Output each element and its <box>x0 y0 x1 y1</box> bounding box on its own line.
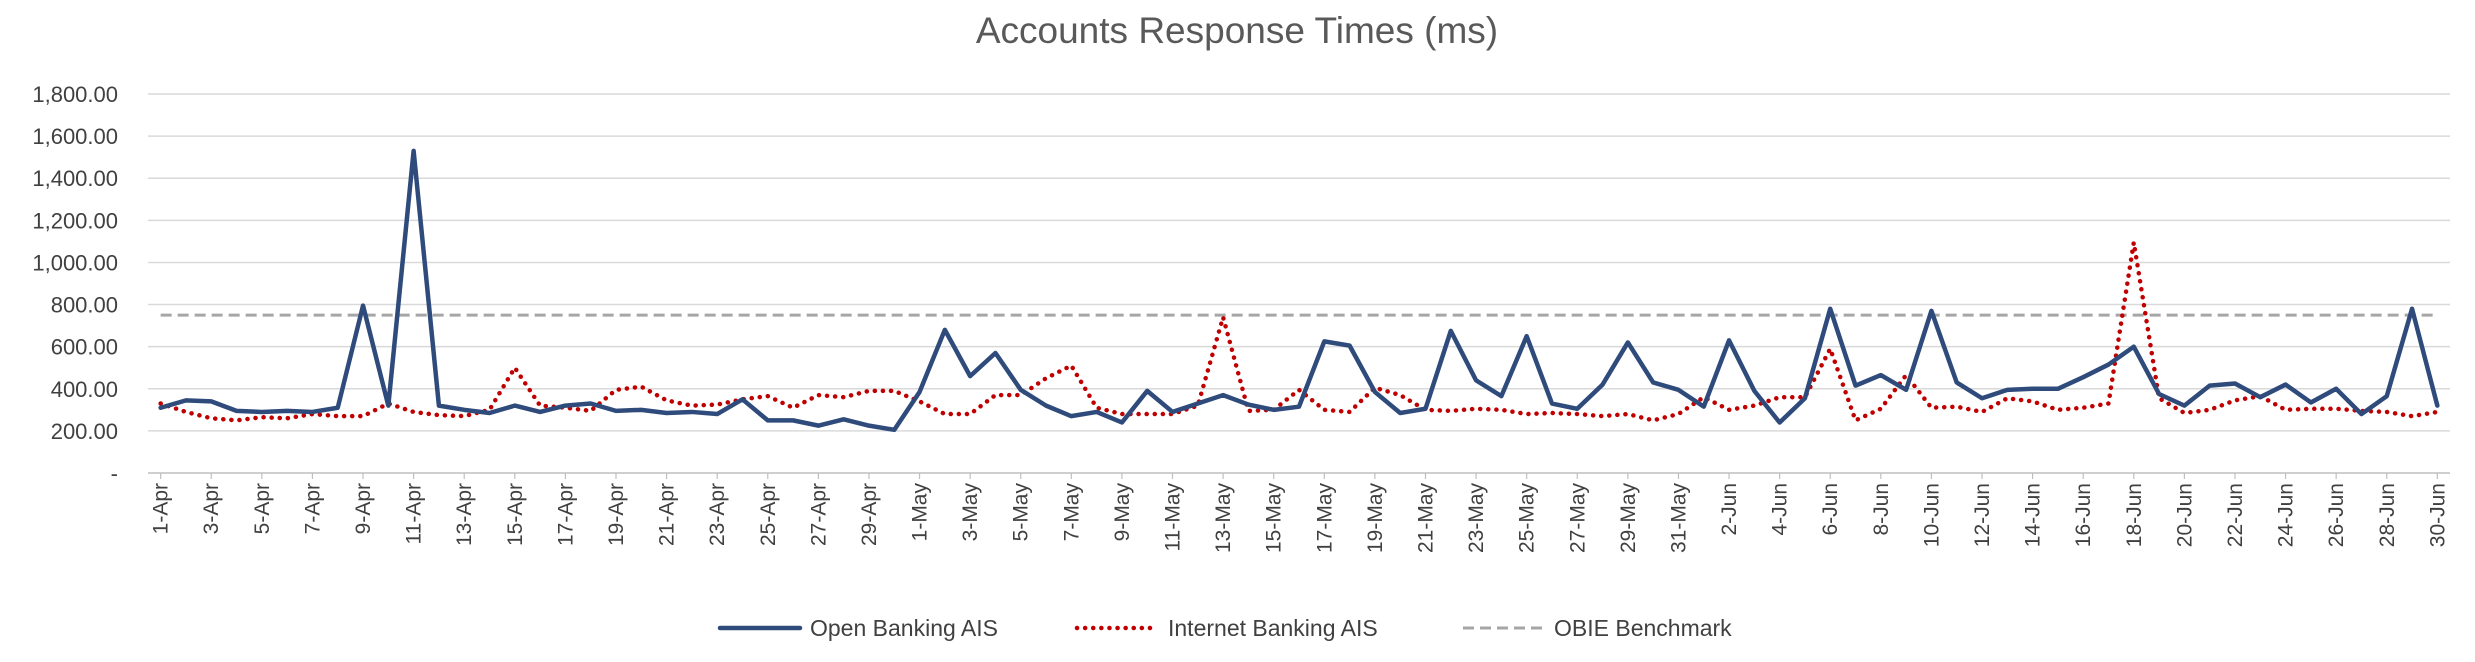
x-tick-label: 8-Jun <box>1870 483 1893 536</box>
y-tick-label: 1,600.00 <box>32 124 118 149</box>
x-tick-label: 1-May <box>909 483 932 542</box>
x-tick-label: 17-Apr <box>554 483 577 546</box>
x-tick-label: 9-Apr <box>352 483 375 534</box>
x-tick-label: 5-May <box>1010 483 1033 542</box>
x-tick-label: 18-Jun <box>2123 483 2146 547</box>
x-tick-label: 11-Apr <box>403 483 426 544</box>
series-line-open-banking-ais <box>158 148 2440 433</box>
x-tick-label: 12-Jun <box>1971 483 1994 547</box>
x-tick-label: 19-May <box>1364 483 1387 554</box>
legend-label-obie-benchmark: OBIE Benchmark <box>1554 615 1732 641</box>
x-tick-label: 3-May <box>959 483 982 542</box>
x-tick-label: 13-May <box>1212 483 1235 554</box>
gridlines <box>148 93 2450 474</box>
x-tick-label: 9-May <box>1111 483 1134 542</box>
x-tick-label: 31-May <box>1667 483 1690 554</box>
x-tick-label: 11-May <box>1162 483 1185 552</box>
y-tick-label: 1,800.00 <box>32 82 118 107</box>
x-tick-label: 21-May <box>1414 483 1437 554</box>
x-tick-label: 5-Apr <box>251 483 274 534</box>
series-line-internet-banking-ais <box>158 240 2440 423</box>
y-tick-label: 600.00 <box>51 335 118 360</box>
x-axis: 1-Apr 3-Apr 5-Apr 7-Apr 9-Apr 11-Apr 13-Apr 15-… <box>150 473 2449 554</box>
x-tick-label: 25-May <box>1516 483 1539 554</box>
x-tick-label: 13-Apr <box>453 483 476 546</box>
chart-title: Accounts Response Times (ms) <box>976 10 1498 51</box>
y-tick-label: 200.00 <box>51 419 118 444</box>
x-tick-label: 15-May <box>1263 483 1286 554</box>
x-tick-label: 25-Apr <box>757 483 780 546</box>
x-tick-label: 29-May <box>1617 483 1640 554</box>
x-tick-label: 16-Jun <box>2072 483 2095 547</box>
y-tick-label: 1,400.00 <box>32 166 118 191</box>
y-tick-label: 800.00 <box>51 293 118 318</box>
x-tick-label: 20-Jun <box>2173 483 2196 547</box>
y-tick-label: - <box>111 461 118 486</box>
x-tick-label: 7-May <box>1060 483 1083 542</box>
y-axis: - 200.00 400.00 600.00 800.00 1,000.00 1,200.0… <box>32 82 118 486</box>
y-tick-label: 1,200.00 <box>32 208 118 233</box>
x-tick-label: 28-Jun <box>2376 483 2399 547</box>
x-tick-label: 1-Apr <box>150 483 173 534</box>
x-tick-label: 21-Apr <box>656 483 679 546</box>
x-tick-label: 27-May <box>1566 483 1589 554</box>
x-tick-label: 17-May <box>1313 483 1336 554</box>
legend-label-open-banking-ais: Open Banking AIS <box>810 615 998 641</box>
x-tick-label: 30-Jun <box>2426 483 2449 547</box>
series-lines <box>158 148 2440 433</box>
x-tick-label: 6-Jun <box>1819 483 1842 536</box>
legend: Open Banking AIS Internet Banking AIS OBIE… <box>717 615 1732 641</box>
x-tick-label: 3-Apr <box>200 483 223 534</box>
x-tick-label: 15-Apr <box>504 483 527 546</box>
x-tick-label: 24-Jun <box>2275 483 2298 547</box>
x-tick-label: 22-Jun <box>2224 483 2247 547</box>
y-tick-label: 400.00 <box>51 377 118 402</box>
x-tick-label: 26-Jun <box>2325 483 2348 547</box>
x-tick-label: 23-Apr <box>706 483 729 546</box>
x-tick-label: 23-May <box>1465 483 1488 554</box>
x-tick-label: 27-Apr <box>807 483 830 546</box>
y-tick-label: 1,000.00 <box>32 250 118 275</box>
x-tick-label: 29-Apr <box>858 483 881 546</box>
x-tick-label: 14-Jun <box>2022 483 2045 547</box>
x-tick-label: 10-Jun <box>1920 483 1943 547</box>
x-tick-label: 7-Apr <box>301 483 324 534</box>
x-tick-label: 19-Apr <box>605 483 628 546</box>
legend-label-internet-banking-ais: Internet Banking AIS <box>1168 615 1378 641</box>
x-tick-label: 4-Jun <box>1769 483 1792 536</box>
x-tick-label: 2-Jun <box>1718 483 1741 536</box>
